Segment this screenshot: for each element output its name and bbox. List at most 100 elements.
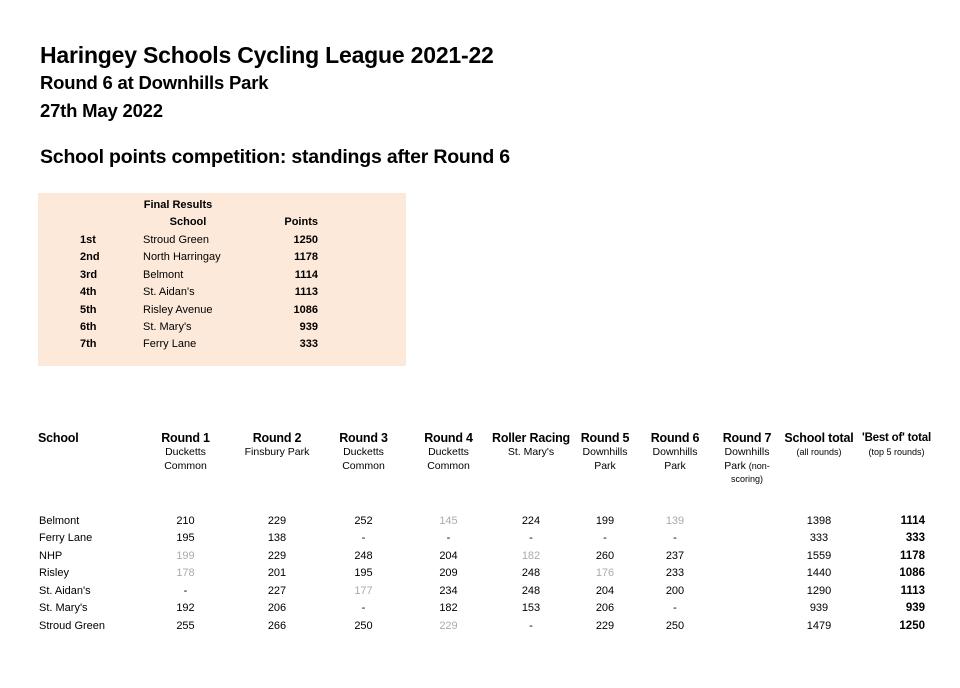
score-cell: 139 (665, 514, 685, 527)
score-cell: 229 (267, 514, 287, 527)
score-cell: 176 (595, 567, 615, 580)
standings-row: Risley 178 201 195 209 248 176 233 1440 1086 (38, 565, 938, 583)
total-cell: 939 (809, 602, 829, 615)
column-venue: Downhills (724, 446, 770, 458)
total-cell: 1559 (806, 549, 832, 562)
standings-column-header: Round 2 Finsbury Park (233, 430, 321, 487)
standings-column-header: School total (all rounds) (783, 430, 855, 487)
final-results-row: 3rd Belmont 1114 (38, 267, 406, 284)
score-cell: 195 (176, 532, 195, 545)
total-cell: 333 (809, 532, 829, 545)
column-venue: Park (non-scoring) (724, 459, 770, 485)
school-name: Ferry Lane (39, 532, 93, 545)
school-name: Stroud Green (143, 234, 210, 246)
score-cell (711, 565, 783, 583)
standings-column-header: Round 3 Ducketts Common (321, 430, 406, 487)
points-value: 1178 (294, 251, 318, 264)
school-name: Risley Avenue (143, 303, 213, 316)
score-cell: 178 (176, 567, 195, 580)
score-cell: 237 (665, 549, 685, 562)
section-title: School points competition: standings aft… (40, 146, 510, 168)
score-cell: - (603, 532, 607, 545)
column-label: Round 4 (424, 431, 473, 445)
best-of-cell: 1178 (900, 549, 925, 562)
score-cell: 250 (665, 620, 685, 633)
page-title: Haringey Schools Cycling League 2021-22 (40, 42, 494, 68)
school-name: Belmont (143, 268, 184, 281)
school-name: Risley (39, 567, 69, 580)
position-label: 7th (80, 338, 97, 351)
best-of-cell: 1250 (899, 620, 925, 633)
standings-header-row: School Round 1 Ducketts Common Round 2 Finsbu… (38, 430, 938, 487)
score-cell: - (361, 532, 366, 545)
score-cell (711, 513, 783, 531)
score-cell: 260 (595, 549, 615, 562)
document-header: Haringey Schools Cycling League 2021-22 … (40, 42, 494, 125)
score-cell: 233 (665, 567, 685, 580)
column-label: Round 5 (580, 431, 630, 445)
score-cell (711, 530, 783, 548)
points-value: 1114 (294, 268, 318, 281)
best-of-cell: 1113 (900, 584, 925, 597)
final-results-row: 2nd North Harringay 1178 (38, 249, 406, 266)
best-of-cell: 333 (905, 532, 925, 545)
standings-column-header: Round 5 Downhills Park (571, 430, 639, 487)
score-cell: - (529, 532, 533, 545)
position-label: 2nd (80, 251, 100, 264)
standings-table: School Round 1 Ducketts Common Round 2 Finsbu… (38, 430, 938, 636)
score-cell: 201 (267, 567, 287, 580)
points-value: 1250 (293, 234, 318, 246)
column-label: Round 1 (161, 431, 210, 445)
final-results-row: 6th St. Mary's 939 (38, 319, 406, 336)
score-cell: 204 (595, 584, 615, 597)
score-cell: 200 (665, 584, 685, 597)
score-cell: 248 (354, 549, 373, 562)
column-venue: St. Mary's (507, 446, 555, 458)
column-label: Round 7 (722, 431, 772, 445)
standings-column-header: Roller Racing St. Mary's (491, 430, 571, 487)
score-cell (711, 618, 783, 636)
column-venue: Ducketts (165, 446, 206, 458)
position-label: 3rd (80, 268, 98, 281)
school-name: North Harringay (143, 251, 221, 264)
position-label: 6th (80, 321, 97, 334)
standings-body: Belmont 210 229 252 145 224 199 139 1398 1114 Ferr… (38, 487, 938, 636)
column-venue: Common (342, 459, 385, 472)
best-of-cell: 1114 (900, 514, 925, 527)
school-name: St. Mary's (143, 321, 192, 334)
standings-row: Stroud Green 255 266 250 229 - 229 250 1479 1250 (38, 618, 938, 636)
spacer-row (38, 487, 938, 513)
score-cell (711, 583, 783, 601)
total-cell: 1290 (806, 584, 832, 597)
column-label: School (38, 431, 79, 445)
spacer-cell (38, 487, 938, 513)
column-venue: Finsbury Park (244, 446, 310, 458)
round-subtitle: Round 6 at Downhills Park (40, 72, 269, 93)
standings-column-header: Round 1 Ducketts Common (138, 430, 233, 487)
column-venue: Ducketts (343, 446, 384, 458)
score-cell: 266 (267, 620, 287, 633)
final-results-row: 7th Ferry Lane 333 (38, 336, 406, 353)
standings-row: Belmont 210 229 252 145 224 199 139 1398 1114 (38, 513, 938, 531)
standings-column-header: Round 7 Downhills Park (non-scoring) (711, 430, 783, 487)
school-name: Stroud Green (39, 620, 106, 633)
score-cell: 250 (354, 620, 373, 633)
score-cell: 209 (439, 567, 458, 580)
column-venue: Downhills (652, 446, 698, 458)
score-cell: 252 (354, 514, 373, 527)
column-label: 'Best of' total (862, 432, 931, 444)
standings-column-header: Round 6 Downhills Park (639, 430, 711, 487)
column-label: Round 3 (339, 431, 388, 445)
final-results-table: Final Results School Points 1st Stroud Gr… (38, 193, 406, 366)
points-value: 939 (299, 321, 318, 334)
best-of-cell: 939 (905, 602, 925, 615)
final-results-points-header: Points (284, 216, 318, 228)
score-cell: - (183, 584, 188, 597)
score-cell: 138 (267, 532, 287, 545)
standings-column-header: School (38, 430, 138, 487)
score-cell: 234 (439, 584, 458, 597)
position-label: 1st (80, 234, 96, 246)
score-cell: 229 (595, 620, 615, 633)
total-cell: 1398 (806, 514, 832, 527)
